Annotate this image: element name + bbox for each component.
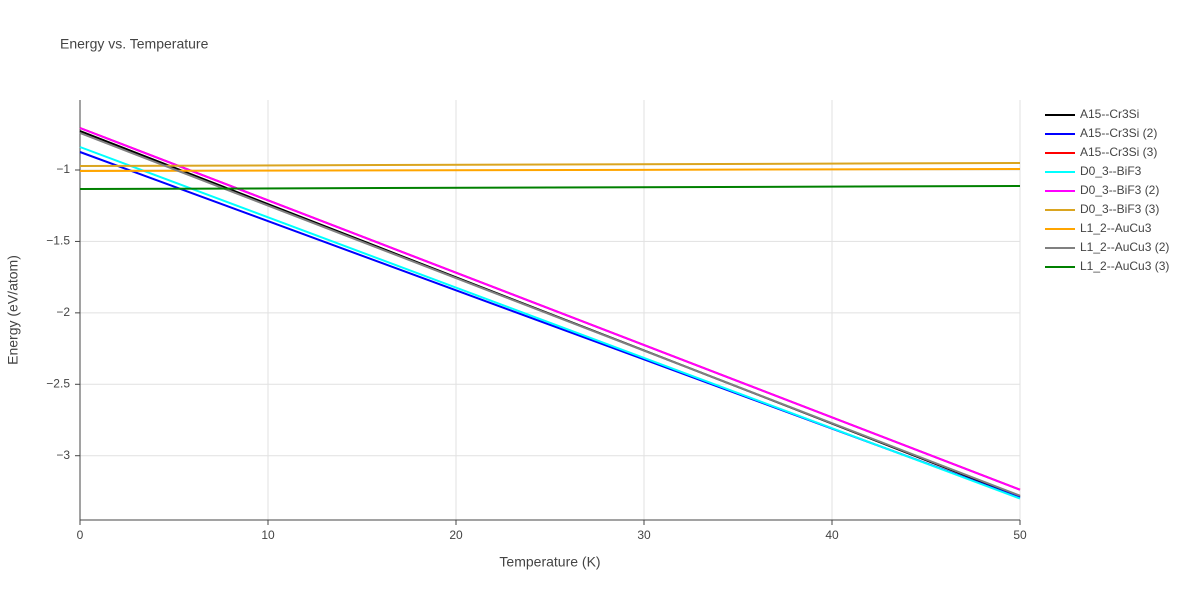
legend-label: A15--Cr3Si (2) <box>1080 126 1157 140</box>
y-tick-label: −1 <box>56 162 70 176</box>
x-tick-label: 50 <box>1013 528 1027 542</box>
y-tick-label: −2 <box>56 305 70 319</box>
series-line <box>79 162 1021 167</box>
legend-label: L1_2--AuCu3 (2) <box>1080 240 1169 254</box>
y-tick-label: −2.5 <box>46 376 70 390</box>
x-tick-label: 40 <box>825 528 839 542</box>
y-tick-label: −1.5 <box>46 234 70 248</box>
series-line <box>79 127 1021 491</box>
series-line <box>79 146 1021 500</box>
x-axis-label: Temperature (K) <box>499 554 600 570</box>
x-tick-label: 0 <box>77 528 84 542</box>
legend-label: D0_3--BiF3 (2) <box>1080 183 1159 197</box>
y-axis-label: Energy (eV/atom) <box>5 255 21 365</box>
x-tick-label: 20 <box>449 528 463 542</box>
legend-label: D0_3--BiF3 <box>1080 164 1142 178</box>
legend-label: L1_2--AuCu3 <box>1080 221 1152 235</box>
legend-label: A15--Cr3Si (3) <box>1080 145 1157 159</box>
series-line <box>79 168 1021 172</box>
chart-title: Energy vs. Temperature <box>60 36 209 52</box>
legend-label: A15--Cr3Si <box>1080 107 1139 121</box>
legend-label: L1_2--AuCu3 (3) <box>1080 259 1169 273</box>
series-line <box>79 185 1021 190</box>
x-tick-label: 10 <box>261 528 275 542</box>
y-tick-label: −3 <box>56 448 70 462</box>
series-line <box>79 132 1021 497</box>
legend-label: D0_3--BiF3 (3) <box>1080 202 1159 216</box>
x-tick-label: 30 <box>637 528 651 542</box>
